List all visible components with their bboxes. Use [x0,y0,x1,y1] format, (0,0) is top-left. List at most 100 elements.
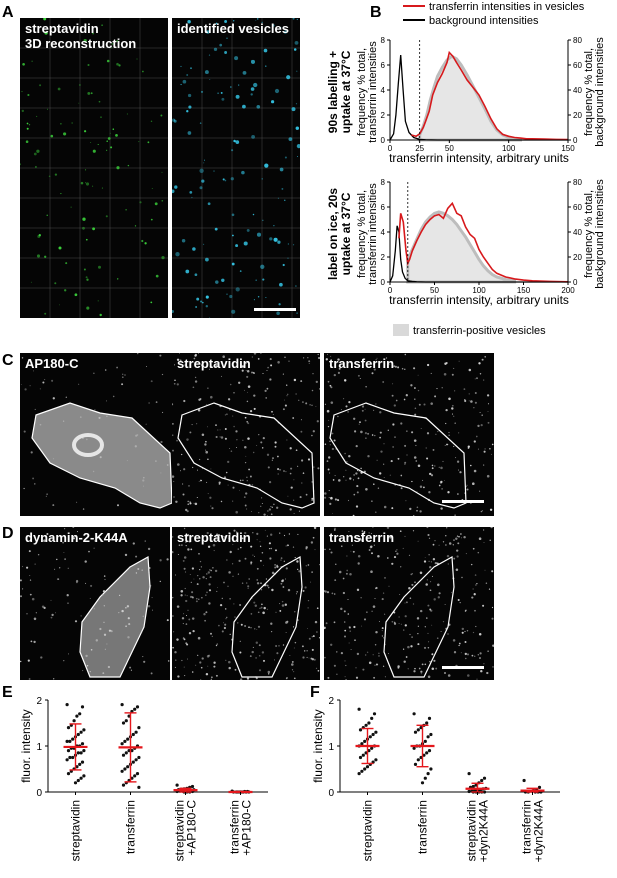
speckle [472,482,475,485]
speckle [122,373,124,375]
speckle [345,469,347,471]
speckle [52,458,55,460]
vesicle-dot [263,48,268,53]
vesicle-dot [151,187,153,190]
speckle [229,409,231,411]
transferrin-c-label: transferrin [329,356,395,371]
speckle [233,392,235,394]
speckle [302,656,305,659]
speckle [235,510,238,514]
speckle [381,598,384,601]
speckle [356,491,359,494]
speckle [205,449,207,451]
speckle [477,551,480,554]
speckle [264,529,266,531]
vesicle-dot [78,84,81,86]
y-tick-label: 1 [36,742,42,753]
speckle [392,446,394,448]
vesicle-dot [118,64,121,67]
speckle [316,607,319,610]
vesicle-dot [219,43,223,47]
speckle [238,559,241,563]
speckle [189,431,192,434]
vesicle-dot [82,217,86,221]
speckle [183,468,186,471]
speckle [430,581,432,583]
vesicle-dot [199,186,203,190]
speckle [63,552,65,553]
vesicle-dot [206,30,210,34]
speckle [293,671,295,673]
panel-letter-d: D [2,525,14,542]
vesicle-dot [283,30,287,34]
speckle [191,596,193,598]
vesicle-dot [111,42,114,45]
speckle [174,666,176,668]
speckle [82,670,84,672]
speckle [103,633,107,636]
speckle [391,620,394,623]
speckle [445,361,448,365]
data-point [137,726,141,730]
speckle [261,552,264,554]
vesicle-dot [36,115,38,117]
speckle [184,571,187,573]
speckle [269,358,272,361]
speckle [343,610,346,613]
speckle [207,458,209,460]
data-point [429,767,433,771]
vesicle-dot [261,21,263,24]
data-point [372,712,377,716]
speckle [430,474,434,477]
speckle [188,485,190,487]
speckle [268,547,271,550]
speckle [199,578,201,580]
y-axis-label-right-line: frequency % total, [583,48,595,136]
speckle [361,409,364,412]
y-tick-label-right: 40 [573,86,582,95]
speckle [125,606,127,609]
speckle [193,578,195,580]
speckle [93,547,95,549]
vesicle-dot [68,25,70,27]
speckle [266,369,268,372]
vesicle-dot [71,122,73,124]
speckle [311,404,313,406]
speckle [286,384,288,386]
speckle [442,460,444,463]
speckle [347,613,350,615]
speckle [464,640,467,644]
speckle [172,615,174,617]
speckle [220,375,223,377]
speckle [64,528,66,530]
speckle [241,582,244,584]
speckle [468,400,470,402]
speckle [247,385,251,388]
streptavidin-c-image: streptavidin [172,353,320,516]
speckle [417,464,421,468]
vesicle-dot [269,237,273,241]
speckle [478,362,481,365]
vesicle-dot [109,132,111,134]
data-point [416,758,420,762]
x-tick-label: 100 [472,286,486,295]
speckle [294,557,296,559]
speckle [253,601,256,604]
speckle [414,407,417,410]
speckle [249,409,253,413]
speckle [144,540,146,542]
y-tick-label: 0 [328,788,334,799]
category-label-line: transferrin [228,800,242,854]
speckle [458,432,460,434]
speckle [34,563,36,565]
speckle [461,631,464,634]
speckle [404,615,407,618]
speckle [185,623,188,625]
speckle [368,532,370,534]
speckle [291,663,294,666]
speckle [187,534,190,536]
data-point [413,730,418,734]
speckle [468,393,470,395]
vesicle-dot [92,32,94,35]
speckle [132,542,135,545]
